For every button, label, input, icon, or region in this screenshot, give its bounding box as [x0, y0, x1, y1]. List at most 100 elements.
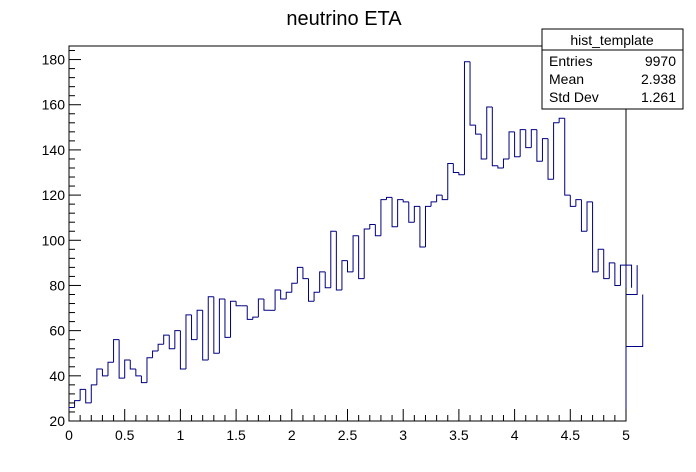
histogram-bin — [391, 197, 398, 228]
histogram-bin — [374, 224, 381, 237]
histogram-bin — [519, 129, 526, 157]
x-tick-label: 1 — [177, 427, 185, 443]
x-tick-label: 4.5 — [561, 427, 581, 443]
histogram-bin — [614, 262, 621, 286]
histogram-bin — [424, 205, 432, 248]
histogram-bin — [90, 384, 97, 403]
histogram-bin — [586, 201, 593, 232]
histogram-bin — [497, 165, 504, 169]
histogram-bin — [124, 359, 131, 379]
histogram-bin — [626, 264, 633, 288]
histogram-bin — [174, 330, 181, 349]
x-tick-label: 3 — [399, 427, 407, 443]
x-tick-label: 2.5 — [338, 427, 358, 443]
histogram-bin — [280, 289, 287, 300]
histogram-bin — [168, 335, 175, 350]
stats-stddev-label: Std Dev — [549, 89, 599, 105]
histogram-bin — [285, 291, 292, 300]
histogram-bin — [625, 294, 644, 421]
histogram-bin — [480, 134, 487, 160]
x-tick-label: 0.5 — [115, 427, 135, 443]
histogram-bin — [224, 299, 231, 338]
stats-stddev-value: 1.261 — [641, 89, 676, 105]
histogram-bin — [508, 131, 515, 159]
histogram-bin — [397, 199, 404, 227]
y-tick-label: 180 — [42, 52, 66, 68]
histogram-bin — [358, 235, 365, 280]
histogram-bin — [452, 163, 459, 174]
stats-box-frame — [541, 28, 684, 110]
y-tick-label: 40 — [49, 368, 65, 384]
histogram-bin — [274, 289, 281, 311]
histogram-bin — [252, 316, 259, 320]
histogram-bin — [603, 249, 610, 280]
histogram-bin — [458, 172, 465, 176]
histogram-bin — [363, 228, 370, 279]
y-tick-label: 120 — [42, 187, 66, 203]
histogram-bin — [246, 305, 253, 320]
histogram-bin — [547, 138, 554, 180]
histogram-bin — [163, 334, 170, 345]
y-tick-label: 80 — [49, 277, 65, 293]
histogram-bin — [525, 129, 532, 149]
histogram-bin — [68, 406, 75, 421]
histogram-bin — [514, 131, 521, 158]
histogram-bin — [257, 298, 264, 318]
histogram-bin — [352, 235, 359, 272]
histogram-bin — [430, 201, 437, 207]
histogram-bin — [107, 361, 114, 376]
stats-mean-value: 2.938 — [641, 71, 676, 87]
histogram-bin — [441, 195, 448, 201]
histogram-bin — [564, 118, 571, 196]
histogram-bin — [530, 129, 537, 148]
histogram-bin — [302, 267, 309, 280]
histogram-bin — [408, 201, 415, 223]
histogram-bin — [402, 199, 409, 203]
histogram-bin — [313, 291, 320, 302]
y-tick-label: 20 — [49, 413, 65, 429]
y-tick-label: 100 — [42, 232, 66, 248]
histogram-bin — [447, 162, 454, 200]
histogram-bin — [152, 350, 159, 358]
chart-title: neutrino ETA — [286, 8, 402, 30]
histogram-bin — [341, 260, 348, 290]
x-tick-label: 1.5 — [226, 427, 246, 443]
histogram-bin — [129, 360, 136, 370]
histogram-bin — [592, 201, 599, 273]
x-tick-label: 0 — [65, 427, 73, 443]
histogram-bin — [291, 282, 298, 293]
histogram-bin — [146, 357, 153, 383]
histogram-bins — [68, 61, 644, 421]
y-tick-label: 140 — [42, 142, 66, 158]
histogram-bin — [380, 199, 387, 236]
histogram-bin — [218, 298, 225, 354]
histogram-bin — [369, 223, 376, 229]
histogram-bin — [541, 138, 549, 162]
histogram-bin — [96, 368, 103, 385]
histogram-bin — [469, 61, 476, 126]
x-tick-label: 3.5 — [449, 427, 469, 443]
histogram-bin — [608, 262, 615, 279]
histogram-bin — [553, 122, 560, 180]
histogram-bin — [157, 343, 164, 351]
histogram-bin — [580, 199, 588, 232]
x-tick-label: 2 — [288, 427, 296, 443]
histogram-bin — [597, 248, 604, 272]
histogram-bin — [319, 271, 326, 293]
histogram-bin — [85, 389, 92, 404]
histogram-bin — [619, 264, 626, 286]
histogram-bin — [475, 125, 482, 135]
histogram-bin — [385, 196, 393, 200]
histogram-bin — [324, 271, 331, 289]
histogram-bin — [79, 388, 86, 401]
histogram-bin — [185, 314, 192, 370]
histogram-bin — [179, 330, 186, 370]
histogram-bin — [575, 199, 582, 207]
histogram-bin — [436, 194, 443, 202]
histogram-bin — [191, 314, 198, 341]
y-tick-label: 60 — [49, 323, 65, 339]
x-tick-label: 4 — [511, 427, 519, 443]
histogram-bin — [196, 309, 203, 340]
stats-entries-value: 9970 — [645, 53, 676, 69]
